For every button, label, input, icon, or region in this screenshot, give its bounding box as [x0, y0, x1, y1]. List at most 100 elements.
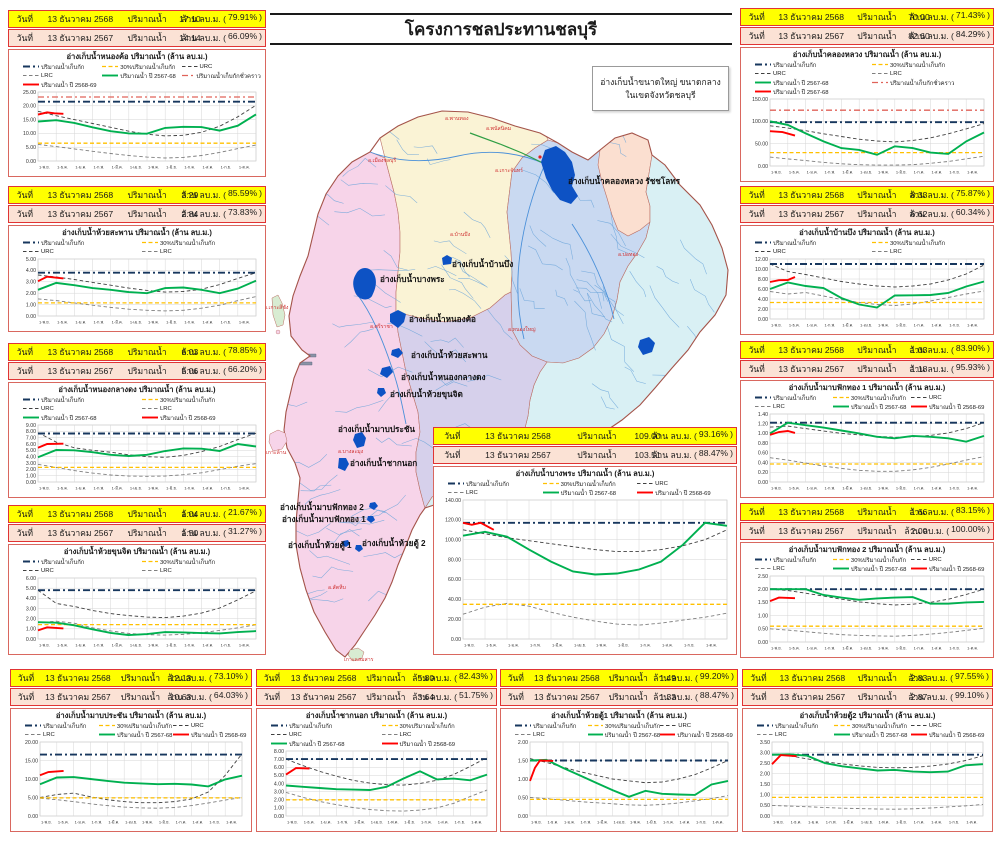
map-stream	[413, 145, 438, 154]
map-stream	[574, 300, 596, 351]
unit-cell: ล้าน ลบ.ม. (60.34%)	[909, 207, 991, 221]
chart-legend: ปริมาณน้ำเก็บกัก 30%ปริมาณน้ำเก็บกัก URC LR…	[436, 479, 734, 497]
x-axis-label: 1-ก.ย.	[949, 820, 960, 825]
date-label: วันที่	[750, 673, 767, 683]
legend-swatch-red	[910, 733, 927, 736]
legend-label: ปริมาณน้ำ ปี 2567-68	[850, 404, 907, 411]
y-axis-label: 140.00	[445, 498, 461, 504]
x-axis-label: 1-ก.พ.	[581, 820, 592, 825]
legend-label: 30%ปริมาณน้ำเก็บกัก	[399, 723, 455, 730]
unit-cell: ล้าน ลบ.ม. (95.93%)	[909, 362, 991, 376]
y-axis-label: 0.00	[26, 159, 36, 165]
x-axis-label: 1-มิ.ย.	[896, 820, 907, 825]
series-urc-line	[37, 589, 257, 619]
x-axis-label: 1-ก.ค.	[421, 820, 432, 825]
chart-box: อ่างเก็บน้ำห้วยสะพาน ปริมาณน้ำ (ล้าน ลบ.…	[8, 225, 266, 332]
legend-label: URC	[199, 63, 213, 70]
legend-item-temp: ปริมาณน้ำเก็บกักชั่วคราว	[181, 71, 261, 80]
volume-value: 5.06	[181, 366, 199, 376]
series-urc-line	[37, 272, 257, 293]
x-axis-label: 1-พ.ค.	[148, 643, 159, 648]
series-red-line	[37, 626, 64, 632]
y-axis-label: 4.00	[274, 781, 284, 787]
legend-label: LRC	[773, 403, 785, 410]
legend-swatch-red	[23, 83, 39, 86]
legend-swatch-urc	[23, 408, 39, 409]
y-axis-label: 40.00	[448, 597, 461, 603]
map-stream	[555, 289, 568, 306]
legend-label: 30%ปริมาณน้ำเก็บกัก	[890, 240, 946, 247]
y-axis-label: 4.00	[26, 268, 36, 274]
map-stream	[309, 550, 351, 565]
legend-label: ปริมาณน้ำเก็บกัก	[466, 481, 510, 488]
legend-swatch-green	[102, 74, 119, 77]
legend-item-y30: 30%ปริมาณน้ำเก็บกัก	[832, 393, 911, 402]
map-stream	[344, 328, 374, 348]
x-axis-label: 1-เม.ย.	[861, 820, 873, 825]
legend-swatch-lrc	[757, 734, 773, 735]
series-lrc-line	[39, 797, 243, 809]
map-island-samaesan	[347, 647, 365, 662]
legend-label: ปริมาณน้ำ ปี 2567-68	[604, 732, 661, 739]
date-label: วันที่	[748, 526, 765, 536]
y-axis-label: 12.00	[755, 257, 768, 263]
legend-item-red: ปริมาณน้ำ ปี 2568-69	[910, 402, 989, 411]
unit-cell: ล้าน ลบ.ม. (100.00%)	[904, 524, 991, 538]
volume-value: 1.33	[659, 692, 677, 702]
x-axis-label: 1-พ.ย.	[771, 323, 782, 328]
y-axis-label: 3.00	[26, 280, 36, 286]
legend-item-lrc: LRC	[381, 730, 493, 739]
y-axis-label: 1.50	[518, 758, 528, 764]
y-axis-label: 3.50	[760, 740, 770, 746]
y-axis-label: 8.00	[758, 277, 768, 283]
date-label: วันที่	[444, 450, 461, 460]
unit-suffix: )	[986, 671, 989, 681]
x-axis-label: 1-ม.ค.	[508, 643, 519, 648]
x-axis-label: 1-ก.ย.	[221, 486, 232, 491]
legend-label: 30%ปริมาณน้ำเก็บกัก	[116, 723, 173, 730]
percent-value: 78.85%	[227, 345, 258, 355]
chart-box: อ่างเก็บน้ำมาบฟักทอง 1 ปริมาณน้ำ (ล้าน ล…	[740, 380, 994, 498]
map-reservoir-label: อ่างเก็บน้ำบางพระ	[380, 272, 445, 284]
map-stream	[334, 207, 386, 217]
y-axis-label: 0.00	[26, 314, 36, 320]
legend-item-green: ปริมาณน้ำ ปี 2567-68	[98, 730, 173, 739]
map-reservoir-map-prachan	[353, 432, 366, 448]
legend-label: ปริมาณน้ำเก็บกัก	[41, 559, 85, 566]
map-stream	[353, 511, 398, 521]
y-axis-label: 6.00	[758, 287, 768, 293]
map-stream	[600, 396, 615, 410]
legend-item-red: ปริมาณน้ำ ปี 2568-69	[910, 564, 989, 573]
y-axis-label: 9.00	[26, 423, 36, 429]
percent-value: 95.93%	[955, 362, 986, 372]
map-islet	[275, 329, 281, 335]
x-axis-label: 1-ก.ย.	[209, 820, 220, 825]
unit-cell: ล้าน ลบ.ม. (88.47%)	[653, 690, 735, 704]
map-stream	[284, 153, 308, 166]
x-axis-label: 1-มิ.ย.	[166, 643, 177, 648]
unit-prefix: ล้าน ลบ.ม. (	[909, 364, 954, 374]
y-axis-label: 0.50	[758, 627, 768, 633]
x-axis-label: 1-มิ.ย.	[166, 320, 177, 325]
map-province-outline	[283, 110, 729, 658]
legend-item-green: ปริมาณน้ำ ปี 2567-68	[542, 488, 638, 497]
x-axis-label: 1-พ.ย.	[41, 820, 52, 825]
x-axis-label: 1-มิ.ย.	[896, 170, 907, 175]
volume-value: 1.04	[181, 509, 199, 519]
map-stream	[680, 239, 707, 275]
x-axis-label: 1-ธ.ค.	[548, 820, 559, 825]
chart-box: อ่างเก็บน้ำห้วยขุนจิต ปริมาณน้ำ (ล้าน ลบ…	[8, 544, 266, 655]
legend-item-kept: ปริมาณน้ำเก็บกัก	[271, 721, 382, 730]
map-island-si-chang	[271, 294, 286, 328]
unit-prefix: ล้าน ลบ.ม. (	[652, 431, 697, 441]
series-green-line	[769, 421, 985, 443]
legend-item-kept: ปริมาณน้ำเก็บกัก	[23, 557, 142, 566]
series-urc-line	[39, 753, 243, 804]
chart-title: อ่างเก็บน้ำมาบฟักทอง 2 ปริมาณน้ำ (ล้าน ล…	[788, 545, 946, 554]
map-stream	[487, 309, 513, 340]
chart-box: อ่างเก็บน้ำบางพระ ปริมาณน้ำ (ล้าน ลบ.ม.)…	[433, 466, 737, 655]
map-stream	[441, 264, 474, 299]
legend-swatch-green	[755, 81, 771, 84]
series-red-line	[37, 111, 64, 116]
legend-item-green: ปริมาณน้ำ ปี 2567-68	[832, 402, 911, 411]
